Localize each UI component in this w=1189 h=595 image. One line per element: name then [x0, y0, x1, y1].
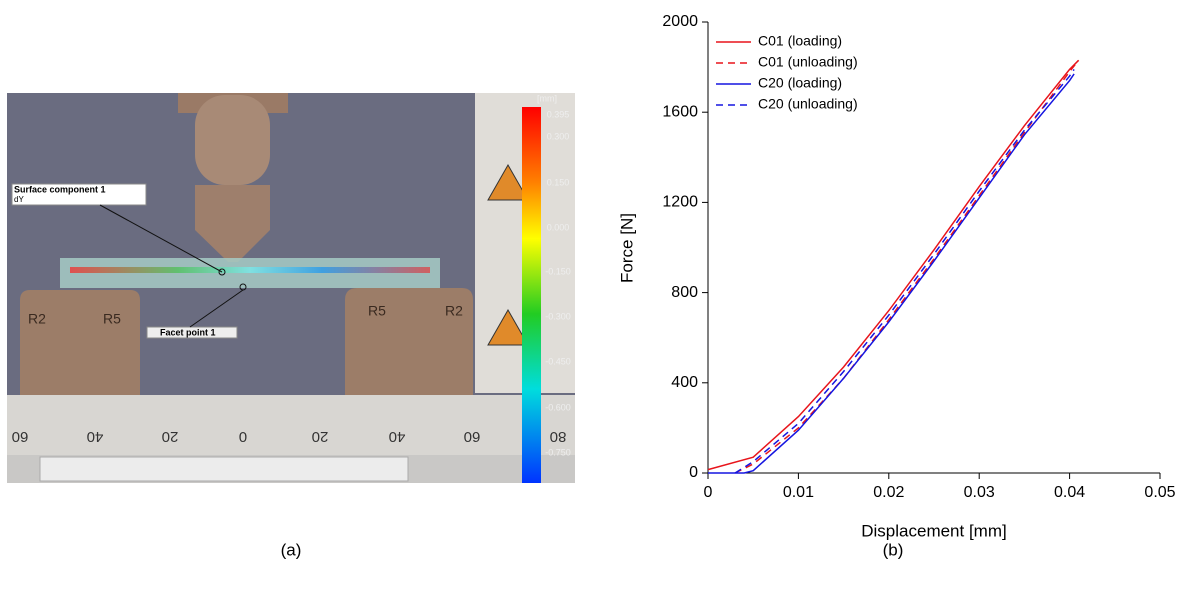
legend-label: C01 (unloading) — [758, 54, 858, 70]
colorbar-label: -0.450 — [545, 356, 571, 366]
colorbar-label: -0.300 — [545, 311, 571, 321]
colorbar-label: 0.300 — [547, 131, 570, 141]
legend-label: C20 (loading) — [758, 75, 842, 91]
ruler-label: 20 — [162, 428, 179, 445]
ruler-label: 40 — [389, 428, 406, 445]
ruler-label: 60 — [12, 428, 29, 445]
x-tick-label: 0 — [704, 484, 713, 501]
colorbar-label: 0.395 — [547, 109, 570, 119]
support-label: R2 — [445, 303, 463, 319]
surface-quantity: dY — [14, 195, 24, 204]
colorbar-label: -0.150 — [545, 266, 571, 276]
colorbar-label: -0.750 — [545, 447, 571, 457]
caption: (a) — [281, 540, 302, 559]
ruler-label: 40 — [87, 428, 104, 445]
legend-label: C01 (loading) — [758, 33, 842, 49]
line — [734, 68, 1075, 474]
y-tick-label: 1600 — [662, 103, 698, 120]
ruler-label: 80 — [550, 428, 567, 445]
caption: (b) — [883, 540, 904, 559]
support-label: R5 — [103, 311, 121, 327]
x-tick-label: 0.05 — [1144, 484, 1175, 501]
colorbar-label: 0.000 — [547, 222, 570, 232]
legend-label: C20 (unloading) — [758, 96, 858, 112]
y-tick-label: 0 — [689, 464, 698, 481]
colorbar-unit: [mm] — [537, 93, 557, 103]
colorbar-label: 0.150 — [547, 177, 570, 187]
x-tick-label: 0.01 — [783, 484, 814, 501]
y-axis-label: Force [N] — [617, 213, 636, 283]
facet-label: Facet point 1 — [160, 327, 216, 337]
y-tick-label: 400 — [671, 374, 698, 391]
support-label: R2 — [28, 311, 46, 327]
y-tick-label: 800 — [671, 284, 698, 301]
line — [734, 59, 1080, 474]
x-tick-label: 0.04 — [1054, 484, 1085, 501]
x-tick-label: 0.02 — [873, 484, 904, 501]
y-tick-label: 2000 — [662, 13, 698, 30]
x-tick-label: 0.03 — [964, 484, 995, 501]
y-tick-label: 1200 — [662, 194, 698, 211]
photo — [7, 93, 575, 483]
line — [707, 59, 1080, 471]
line — [708, 73, 1075, 474]
ruler-label: 60 — [464, 428, 481, 445]
ruler-label: 20 — [312, 428, 329, 445]
surface-label: Surface component 1 — [14, 184, 106, 194]
colorbar-label: -0.600 — [545, 402, 571, 412]
support-label: R5 — [368, 303, 386, 319]
ruler-label: 0 — [239, 428, 247, 445]
x-axis-label: Displacement [mm] — [861, 521, 1006, 540]
